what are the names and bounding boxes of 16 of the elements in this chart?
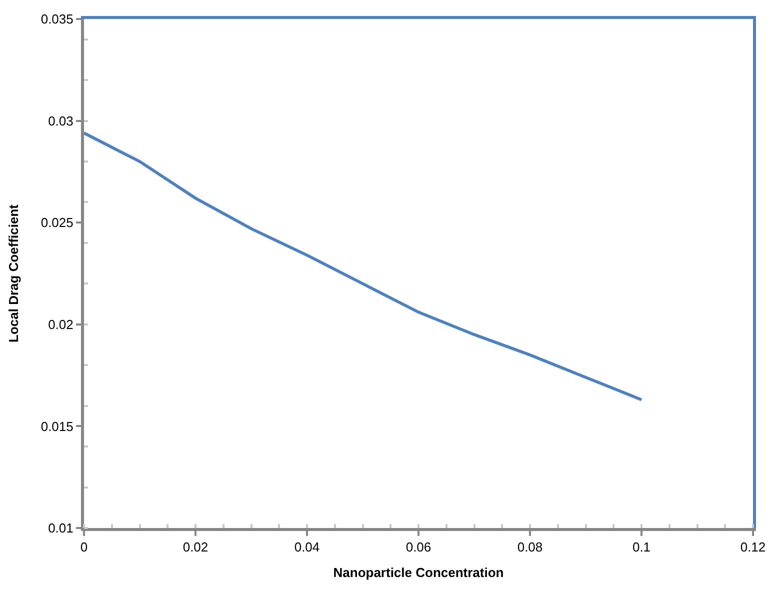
x-tick-label: 0.04 bbox=[294, 540, 320, 555]
y-tick-label: 0.01 bbox=[48, 520, 74, 536]
x-axis-title: Nanoparticle Concentration bbox=[333, 565, 504, 580]
line-series bbox=[84, 132, 643, 402]
y-tick-label: 0.015 bbox=[40, 418, 74, 434]
y-tick-label: 0.02 bbox=[48, 316, 74, 332]
x-tick-label: 0.02 bbox=[182, 540, 208, 555]
x-tick-label: 0.06 bbox=[406, 540, 432, 555]
x-tick-label: 0.08 bbox=[517, 540, 543, 555]
x-tick-label: 0.12 bbox=[740, 540, 766, 555]
y-tick-label: 0.025 bbox=[40, 215, 74, 230]
y-tick-label: 0.035 bbox=[40, 12, 74, 27]
y-axis-title: Local Drag Coefficient bbox=[6, 204, 21, 342]
x-tick-label: 0 bbox=[80, 540, 88, 555]
x-tick-label: 0.1 bbox=[632, 540, 651, 555]
y-tick-label: 0.03 bbox=[48, 113, 74, 128]
